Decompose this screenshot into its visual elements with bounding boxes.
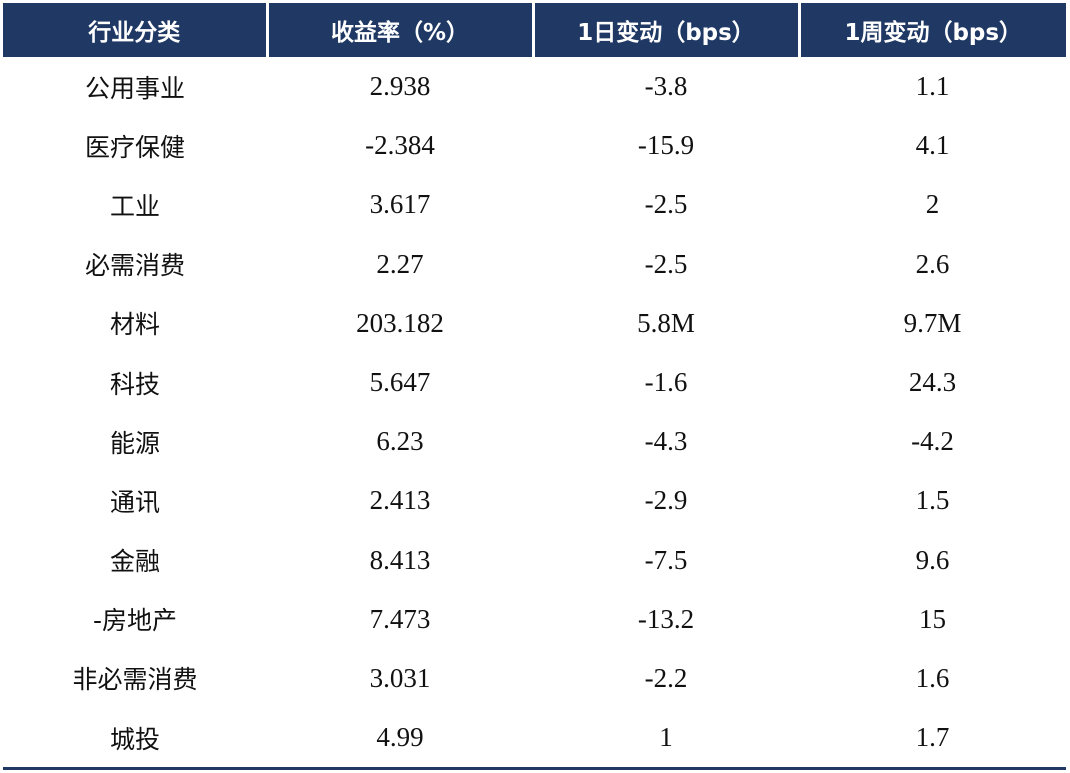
yield-cell: 4.99 bbox=[376, 722, 424, 753]
change-1w-cell: 1.7 bbox=[915, 722, 950, 753]
change-1w-cell: 9.6 bbox=[915, 544, 950, 575]
sector-cell: 能源 bbox=[109, 428, 160, 458]
yield-cell: 2.413 bbox=[369, 485, 431, 516]
yield-cell: 2.938 bbox=[369, 71, 431, 102]
sector-cell: 工业 bbox=[109, 191, 160, 221]
sector-cell: 金融 bbox=[109, 547, 160, 577]
change-1d-cell: -4.3 bbox=[644, 426, 688, 457]
change-1w-cell: 2.6 bbox=[915, 248, 950, 279]
table-row: 科技 5.647 -1.6 24.3 bbox=[3, 353, 1066, 412]
change-1w-cell: 4.1 bbox=[915, 130, 950, 161]
change-1w-cell: 1.6 bbox=[915, 662, 950, 693]
change-1d-cell: -3.8 bbox=[644, 71, 688, 102]
sector-yield-table: 行业分类 收益率（%） 1日变动（bps） 1周变动（bps） 公用事业 2.93… bbox=[3, 3, 1066, 767]
sector-cell: 科技 bbox=[109, 369, 160, 399]
table-row: 工业 3.617 -2.5 2 bbox=[3, 175, 1066, 234]
change-1d-cell: -13.2 bbox=[637, 603, 695, 634]
change-1d-cell: 1 bbox=[659, 722, 673, 753]
table-row: 能源 6.23 -4.3 -4.2 bbox=[3, 412, 1066, 471]
change-1d-cell: -7.5 bbox=[644, 544, 688, 575]
column-header-yield: 收益率（%） bbox=[267, 3, 535, 57]
table-body: 公用事业 2.938 -3.8 1.1 医疗保健 -2.384 -15.9 4.1 工业 3.61… bbox=[3, 57, 1066, 767]
yield-cell: 3.031 bbox=[369, 662, 431, 693]
change-1d-cell: -2.2 bbox=[644, 662, 688, 693]
change-1w-cell: 2 bbox=[925, 189, 940, 220]
sector-cell: 必需消费 bbox=[84, 251, 185, 281]
yield-cell: 6.23 bbox=[376, 426, 424, 457]
change-1w-cell: 9.7M bbox=[903, 307, 962, 338]
column-header-1w-change: 1周变动（bps） bbox=[799, 3, 1066, 57]
change-1w-cell: 1.1 bbox=[915, 71, 950, 102]
table-row: 公用事业 2.938 -3.8 1.1 bbox=[3, 57, 1066, 116]
yield-cell: 2.27 bbox=[376, 248, 424, 279]
yield-cell: 8.413 bbox=[369, 544, 431, 575]
yield-cell: 7.473 bbox=[369, 603, 431, 634]
yield-cell: 203.182 bbox=[356, 307, 444, 338]
change-1w-cell: -4.2 bbox=[911, 426, 954, 457]
change-1w-cell: 1.5 bbox=[915, 485, 950, 516]
change-1d-cell: -15.9 bbox=[637, 130, 695, 161]
sector-cell: 非必需消费 bbox=[72, 665, 198, 695]
sector-cell: 医疗保健 bbox=[84, 132, 185, 162]
table-row: 通讯 2.413 -2.9 1.5 bbox=[3, 471, 1066, 530]
table-row: 必需消费 2.27 -2.5 2.6 bbox=[3, 235, 1066, 294]
change-1w-cell: 24.3 bbox=[908, 367, 957, 398]
change-1d-cell: 5.8M bbox=[637, 307, 695, 338]
change-1d-cell: -2.5 bbox=[644, 189, 688, 220]
change-1d-cell: -2.5 bbox=[644, 248, 688, 279]
yield-cell: 3.617 bbox=[369, 189, 431, 220]
change-1d-cell: -1.6 bbox=[644, 367, 688, 398]
table-row: 医疗保健 -2.384 -15.9 4.1 bbox=[3, 116, 1066, 175]
sector-cell: 材料 bbox=[109, 310, 160, 340]
yield-cell: -2.384 bbox=[365, 130, 435, 161]
table-row: 材料 203.182 5.8M 9.7M bbox=[3, 294, 1066, 353]
table-row: -房地产 7.473 -13.2 15 bbox=[3, 590, 1066, 649]
column-header-1d-change: 1日变动（bps） bbox=[533, 3, 801, 57]
column-header-sector: 行业分类 bbox=[3, 3, 269, 57]
sector-cell: 通讯 bbox=[109, 487, 160, 517]
sector-cell: 公用事业 bbox=[84, 73, 185, 103]
table-row: 非必需消费 3.031 -2.2 1.6 bbox=[3, 649, 1066, 708]
table-row: 城投 4.99 1 1.7 bbox=[3, 708, 1066, 767]
table-bottom-rule bbox=[3, 767, 1066, 770]
sector-cell: -房地产 bbox=[92, 606, 178, 636]
sector-cell: 城投 bbox=[109, 724, 160, 754]
change-1w-cell: 15 bbox=[919, 603, 946, 634]
table-row: 金融 8.413 -7.5 9.6 bbox=[3, 531, 1066, 590]
change-1d-cell: -2.9 bbox=[644, 485, 688, 516]
yield-cell: 5.647 bbox=[369, 367, 431, 398]
table-header-row: 行业分类 收益率（%） 1日变动（bps） 1周变动（bps） bbox=[3, 3, 1066, 57]
